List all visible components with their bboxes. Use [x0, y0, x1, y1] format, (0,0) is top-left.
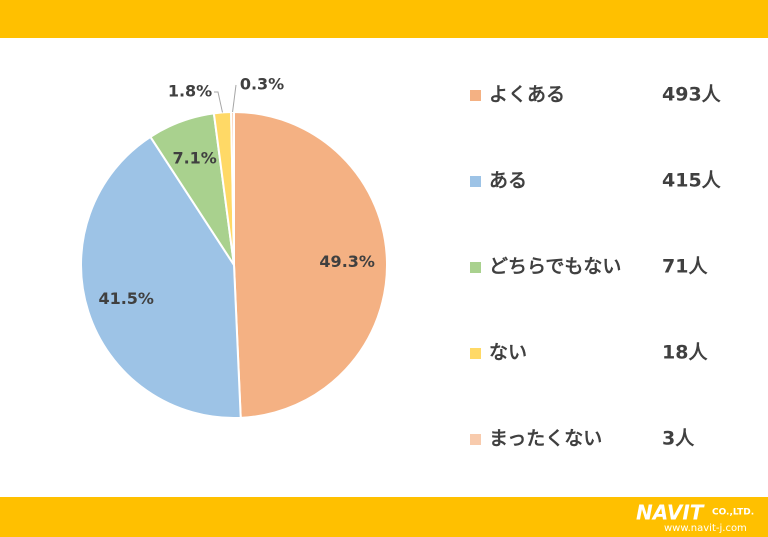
legend-label: ある	[489, 170, 527, 192]
legend-count: 71人	[662, 256, 708, 278]
footer-url: www.navit-j.com	[664, 523, 747, 534]
leader-line	[214, 91, 223, 113]
legend-count: 3人	[662, 428, 695, 450]
legend-swatch	[470, 176, 481, 187]
legend-label: ない	[489, 342, 527, 364]
legend-count: 18人	[662, 342, 708, 364]
legend-label: よくある	[489, 84, 565, 106]
data-label: 49.3%	[319, 252, 375, 271]
legend-swatch	[470, 262, 481, 273]
legend-swatch	[470, 434, 481, 445]
pie-slice	[233, 110, 388, 419]
pie-slice	[80, 135, 242, 419]
data-label: 41.5%	[98, 289, 154, 308]
footer-brand: NAVIT	[636, 501, 705, 525]
leader-line	[232, 84, 237, 113]
legend-swatch	[470, 90, 481, 101]
legend-label: どちらでもない	[489, 256, 621, 278]
legend-swatch	[470, 348, 481, 359]
footer-band	[0, 497, 768, 537]
footer-company: CO.,LTD.	[712, 508, 754, 518]
data-label: 1.8%	[168, 82, 212, 101]
data-label: 0.3%	[240, 75, 284, 94]
legend-count: 415人	[662, 170, 722, 192]
legend-label: まったくない	[489, 428, 602, 450]
data-label: 7.1%	[172, 148, 216, 167]
header-band	[0, 0, 768, 38]
legend-count: 493人	[662, 84, 722, 106]
